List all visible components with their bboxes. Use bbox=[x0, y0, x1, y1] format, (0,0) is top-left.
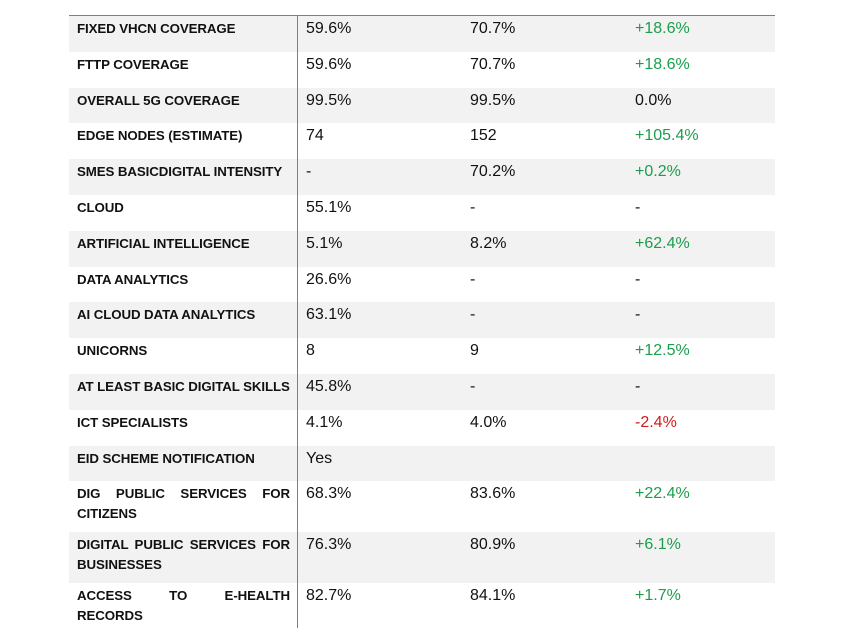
table-row: AI CLOUD DATA ANALYTICS 63.1% - - bbox=[69, 302, 775, 339]
row-label: DIG PUBLIC SERVICES FOR CITIZENS bbox=[77, 486, 290, 522]
table-cell: Yes bbox=[306, 449, 333, 467]
table-row: UNICORNS 8 9 +12.5% bbox=[69, 338, 775, 374]
table-cell: - bbox=[635, 306, 641, 324]
row-label: OVERALL 5G COVERAGE bbox=[77, 92, 240, 108]
table-cell: 76.3% bbox=[306, 536, 352, 554]
row-label: FIXED VHCN COVERAGE bbox=[77, 21, 236, 36]
table-cell: -2.4% bbox=[635, 413, 677, 431]
table-cell: - bbox=[635, 377, 641, 395]
table-cell: +12.5% bbox=[635, 342, 690, 360]
table-cell: 70.7% bbox=[470, 20, 516, 37]
row-label: AI CLOUD DATA ANALYTICS bbox=[77, 307, 256, 323]
table-row: DIG PUBLIC SERVICES FOR CITIZENS 68.3% 83.… bbox=[69, 481, 775, 532]
row-label: DATA ANALYTICS bbox=[77, 271, 189, 287]
table-cell: 83.6% bbox=[470, 485, 516, 503]
table-cell: 45.8% bbox=[306, 377, 352, 395]
table-row: ARTIFICIAL INTELLIGENCE 5.1% 8.2% +62.4% bbox=[69, 230, 775, 267]
table-cell: 59.6% bbox=[306, 55, 352, 73]
row-label: UNICORNS bbox=[77, 343, 148, 359]
row-label: ARTIFICIAL INTELLIGENCE bbox=[77, 235, 250, 251]
table-row: ACCESS TO E-HEALTH RECORDS 82.7% 84.1% +1.7… bbox=[69, 583, 775, 634]
table-cell: 99.5% bbox=[306, 91, 352, 109]
table-cell: - bbox=[470, 198, 476, 216]
table-cell: 70.2% bbox=[470, 163, 516, 181]
table-cell: 82.7% bbox=[306, 587, 352, 605]
table-cell: 26.6% bbox=[306, 270, 352, 288]
table-cell: - bbox=[635, 198, 641, 216]
table-cell: +6.1% bbox=[635, 536, 681, 554]
table-cell: +1.7% bbox=[635, 587, 681, 605]
table-row: SMES BASICDIGITAL INTENSITY - 70.2% +0.2% bbox=[69, 159, 775, 195]
table-cell: 63.1% bbox=[306, 306, 352, 324]
table-row: ICT SPECIALISTS 4.1% 4.0% -2.4% bbox=[69, 410, 775, 446]
table-cell: 5.1% bbox=[306, 234, 343, 252]
table-row: EID SCHEME NOTIFICATION Yes bbox=[69, 445, 775, 482]
table-cell: 84.1% bbox=[470, 587, 516, 605]
table-cell: +105.4% bbox=[635, 127, 699, 145]
table-cell: 70.7% bbox=[470, 55, 516, 73]
row-label: SMES BASICDIGITAL INTENSITY bbox=[77, 164, 283, 180]
table-cell: 152 bbox=[470, 127, 497, 145]
row-label: AT LEAST BASIC DIGITAL SKILLS bbox=[77, 378, 290, 394]
table-cell: 80.9% bbox=[470, 536, 516, 554]
table-cell: +18.6% bbox=[635, 20, 690, 37]
row-label: CLOUD bbox=[77, 199, 124, 215]
row-label: ICT SPECIALISTS bbox=[77, 414, 188, 430]
table-cell: +0.2% bbox=[635, 163, 681, 181]
row-label: EID SCHEME NOTIFICATION bbox=[77, 450, 255, 466]
table-cell: 8 bbox=[306, 342, 315, 360]
table-row: DIGITAL PUBLIC SERVICES FOR BUSINESSES 76… bbox=[69, 532, 775, 584]
table-row: CLOUD 55.1% - - bbox=[69, 195, 775, 231]
table-row: EDGE NODES (ESTIMATE) 74 152 +105.4% bbox=[69, 123, 775, 159]
row-label: FTTP COVERAGE bbox=[77, 56, 189, 72]
table-cell: 4.1% bbox=[306, 413, 343, 431]
table-cell: 68.3% bbox=[306, 485, 352, 503]
table-row: AT LEAST BASIC DIGITAL SKILLS 45.8% - - bbox=[69, 373, 775, 410]
table-cell: 99.5% bbox=[470, 91, 516, 109]
column-divider bbox=[297, 15, 298, 628]
table-cell: 9 bbox=[470, 342, 479, 360]
table-cell: - bbox=[306, 163, 312, 181]
table-row: OVERALL 5G COVERAGE 99.5% 99.5% 0.0% bbox=[69, 87, 775, 124]
table-row: FIXED VHCN COVERAGE 59.6% 70.7% +18.6% bbox=[69, 16, 775, 52]
table-cell: - bbox=[470, 270, 476, 288]
table-cell: 55.1% bbox=[306, 198, 352, 216]
table-row: FTTP COVERAGE 59.6% 70.7% +18.6% bbox=[69, 52, 775, 88]
table-cell: - bbox=[470, 377, 476, 395]
table-cell: +22.4% bbox=[635, 485, 690, 503]
row-label: ACCESS TO E-HEALTH RECORDS bbox=[77, 588, 290, 624]
table-cell: - bbox=[470, 306, 476, 324]
table-cell: 4.0% bbox=[470, 413, 507, 431]
table-cell: - bbox=[635, 270, 641, 288]
table-cell: 74 bbox=[306, 127, 324, 145]
data-table: FIXED VHCN COVERAGE 59.6% 70.7% +18.6% FTTP … bbox=[69, 15, 775, 634]
table-cell: 59.6% bbox=[306, 20, 352, 37]
table-cell: +18.6% bbox=[635, 55, 690, 73]
row-label: DIGITAL PUBLIC SERVICES FOR BUSINESSES bbox=[77, 537, 290, 573]
table-cell: +62.4% bbox=[635, 234, 690, 252]
table-row: DATA ANALYTICS 26.6% - - bbox=[69, 267, 775, 303]
table-cell: 0.0% bbox=[635, 91, 672, 109]
table-cell: 8.2% bbox=[470, 234, 507, 252]
row-label: EDGE NODES (ESTIMATE) bbox=[77, 128, 243, 144]
